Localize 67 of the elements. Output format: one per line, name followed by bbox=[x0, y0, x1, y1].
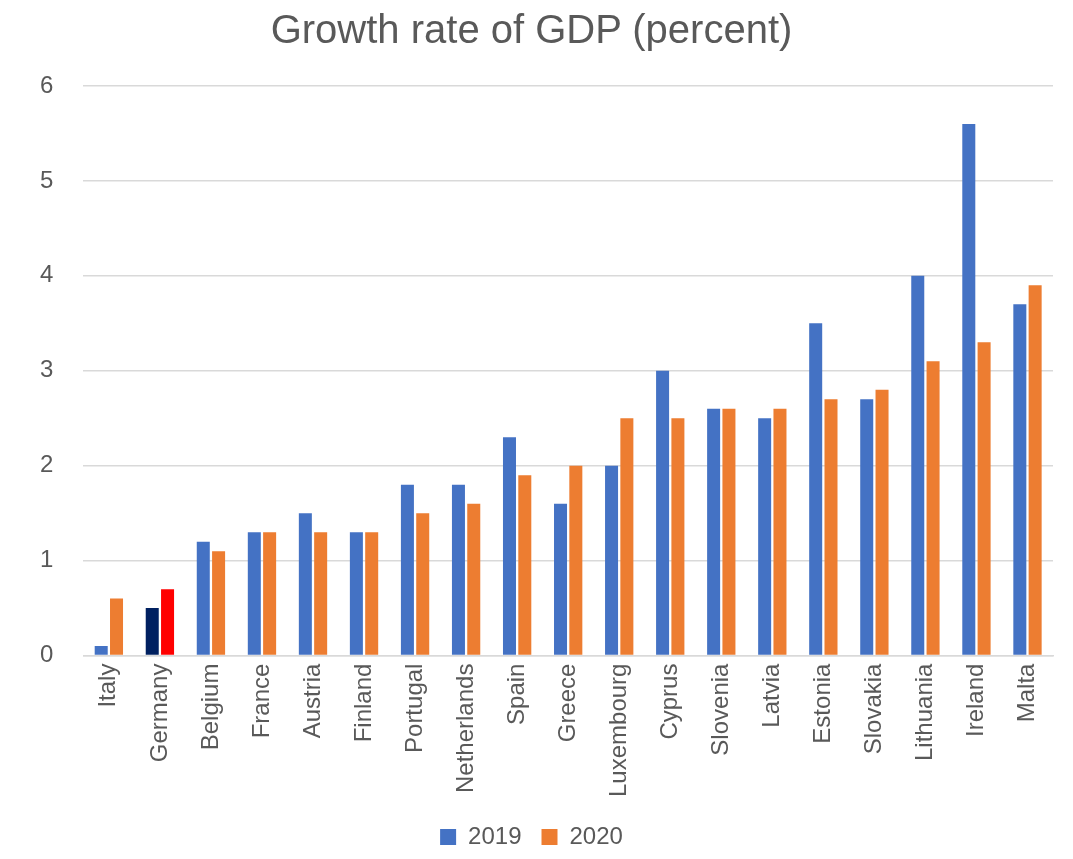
x-tick-label: France bbox=[246, 663, 274, 739]
x-tick-label: Spain bbox=[501, 663, 529, 725]
x-tick-label: Belgium bbox=[195, 663, 223, 751]
x-tick-label: Estonia bbox=[807, 662, 835, 744]
bar bbox=[451, 484, 465, 655]
y-tick-label: 1 bbox=[39, 545, 54, 573]
bar bbox=[722, 408, 736, 655]
bar bbox=[196, 541, 210, 655]
x-tick-label: Ireland bbox=[961, 663, 989, 737]
bar bbox=[161, 589, 175, 655]
bar bbox=[110, 598, 124, 655]
x-tick-label: Finland bbox=[348, 663, 376, 743]
bar bbox=[298, 513, 312, 655]
bar bbox=[94, 646, 108, 655]
x-tick-label: Italy bbox=[93, 663, 121, 708]
bar bbox=[758, 418, 772, 655]
bar bbox=[656, 370, 670, 655]
x-tick-label: Malta bbox=[1012, 662, 1040, 723]
bar bbox=[349, 532, 363, 655]
x-tick-label: Austria bbox=[297, 662, 325, 739]
bar bbox=[554, 503, 568, 655]
bar bbox=[212, 551, 226, 655]
x-tick-label: Netherlands bbox=[450, 663, 478, 793]
y-tick-label: 6 bbox=[39, 70, 54, 98]
x-tick-label: Cyprus bbox=[654, 663, 682, 740]
bar bbox=[707, 408, 721, 655]
bar bbox=[314, 532, 328, 655]
bar bbox=[605, 465, 619, 655]
bar bbox=[145, 608, 159, 655]
x-tick-label: Germany bbox=[144, 663, 172, 763]
bar bbox=[620, 418, 634, 655]
x-tick-label: Slovenia bbox=[705, 662, 733, 756]
x-tick-label: Luxembourg bbox=[603, 663, 631, 797]
bar bbox=[773, 408, 787, 655]
x-tick-label: Lithuania bbox=[910, 662, 938, 761]
bar bbox=[400, 484, 414, 655]
bar bbox=[875, 389, 889, 655]
x-tick-label: Greece bbox=[552, 663, 580, 743]
y-tick-label: 4 bbox=[39, 260, 54, 288]
bar bbox=[926, 361, 940, 655]
bar bbox=[860, 399, 874, 655]
bar bbox=[569, 465, 583, 655]
bar bbox=[1028, 285, 1042, 655]
y-tick-label: 3 bbox=[39, 355, 54, 383]
bar bbox=[1013, 304, 1027, 655]
bar bbox=[263, 532, 277, 655]
bar bbox=[502, 437, 516, 655]
legend-label: 2019 bbox=[468, 821, 522, 849]
y-tick-label: 0 bbox=[39, 640, 54, 668]
chart-title: Growth rate of GDP (percent) bbox=[270, 7, 793, 52]
bar bbox=[365, 532, 379, 655]
legend-label: 2020 bbox=[569, 821, 623, 849]
bar bbox=[247, 532, 261, 655]
x-tick-label: Portugal bbox=[399, 663, 427, 753]
bar bbox=[824, 399, 838, 655]
bar bbox=[809, 323, 823, 655]
x-tick-label: Slovakia bbox=[859, 662, 886, 755]
bar bbox=[416, 513, 430, 655]
bar bbox=[518, 475, 532, 655]
bar bbox=[467, 503, 481, 655]
bar bbox=[671, 418, 685, 655]
y-tick-label: 2 bbox=[39, 450, 54, 478]
x-tick-label: Latvia bbox=[756, 662, 784, 728]
y-tick-label: 5 bbox=[39, 165, 54, 193]
bar bbox=[911, 275, 925, 655]
bar bbox=[977, 342, 991, 655]
bar bbox=[962, 123, 976, 655]
